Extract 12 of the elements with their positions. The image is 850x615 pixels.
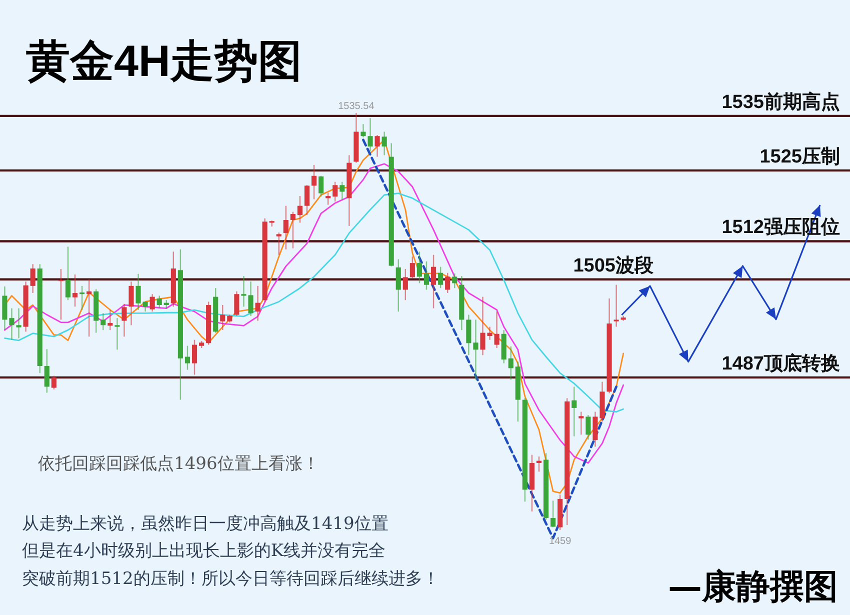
annotation: 依托回踩回踩低点1496位置上看涨！ [38,454,320,474]
ref-line-label: 1505波段 [573,254,654,276]
annotation: 从走势上来说，虽然昨日一度冲高触及1419位置 [22,514,388,534]
text: 但是在4小时级别上出现长上影的K线并没有完全 [22,541,386,561]
text: —康静撰图 [668,567,838,607]
annotation: 1459 [548,536,572,547]
annotation: 1535.54 [338,101,375,112]
chart-title: 黄金4H走势图 [26,37,302,86]
text: 突破前期1512的压制！所以今日等待回踩后继续进多！ [22,569,440,589]
ref-line-label: 1487顶底转换 [722,352,840,374]
ref-line-label: 1525压制 [760,146,840,168]
ref-line-label: 1535前期高点 [722,90,840,113]
